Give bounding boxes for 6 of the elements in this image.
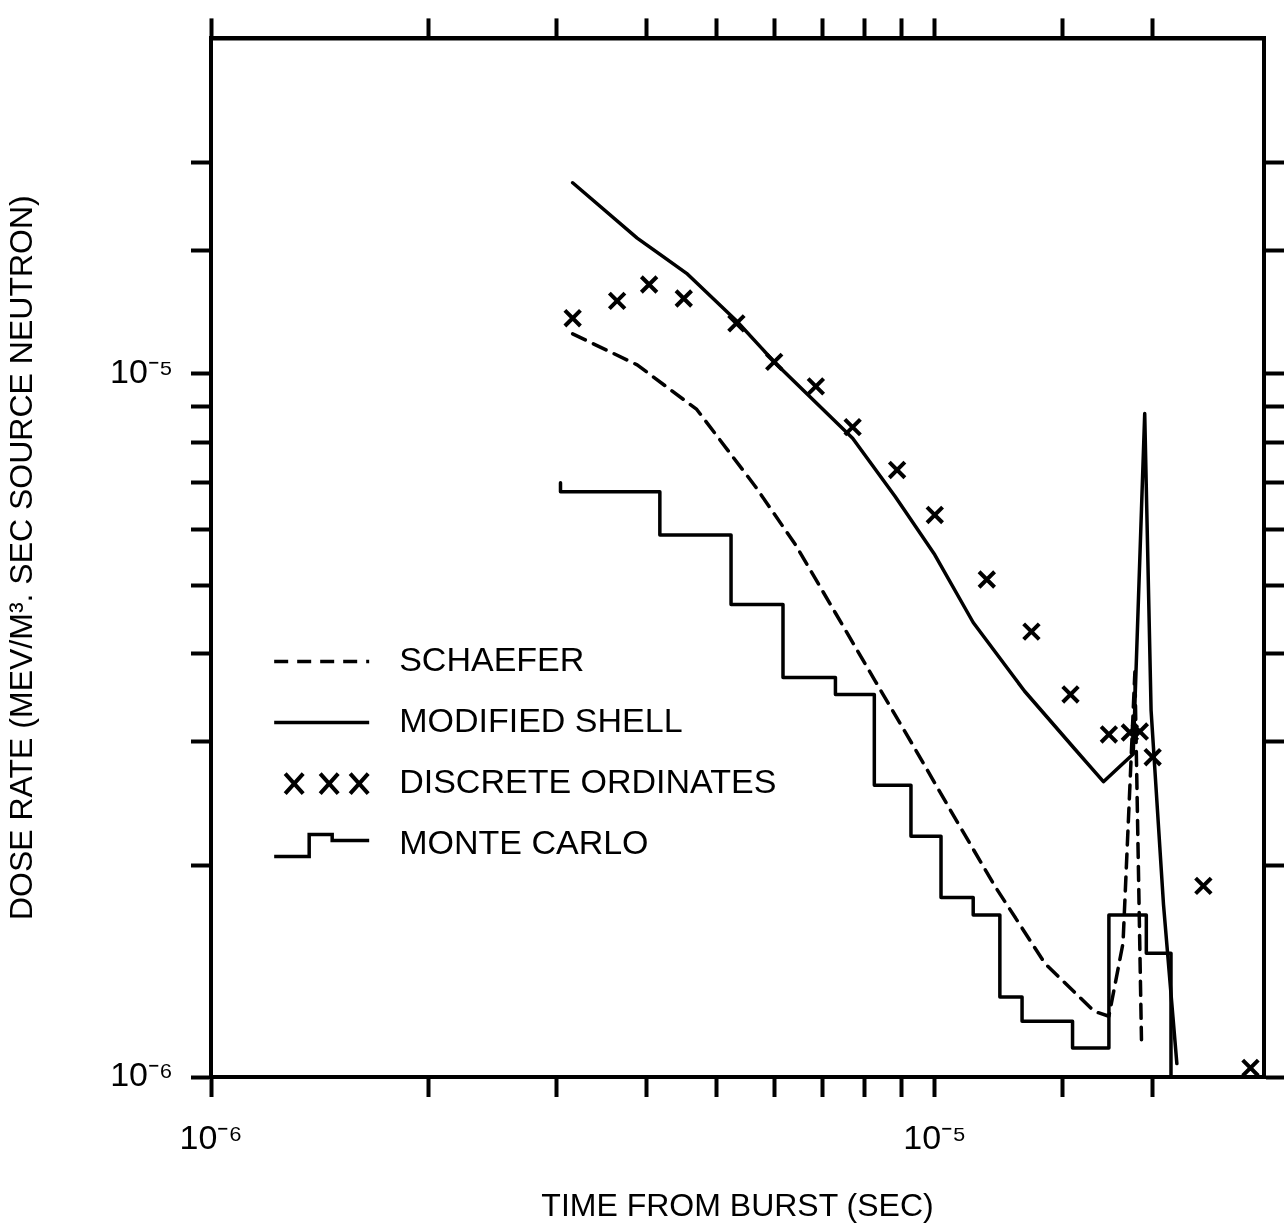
x-axis-title: TIME FROM BURST (SEC) (541, 1186, 934, 1223)
legend-label: DISCRETE ORDINATES (399, 761, 777, 800)
legend-label: MODIFIED SHELL (399, 700, 683, 739)
y-axis-title: DOSE RATE (MEV/M³. SEC SOURCE NEUTRON) (3, 195, 40, 921)
legend-label: SCHAEFER (399, 639, 585, 678)
legend-label: MONTE CARLO (399, 822, 649, 861)
